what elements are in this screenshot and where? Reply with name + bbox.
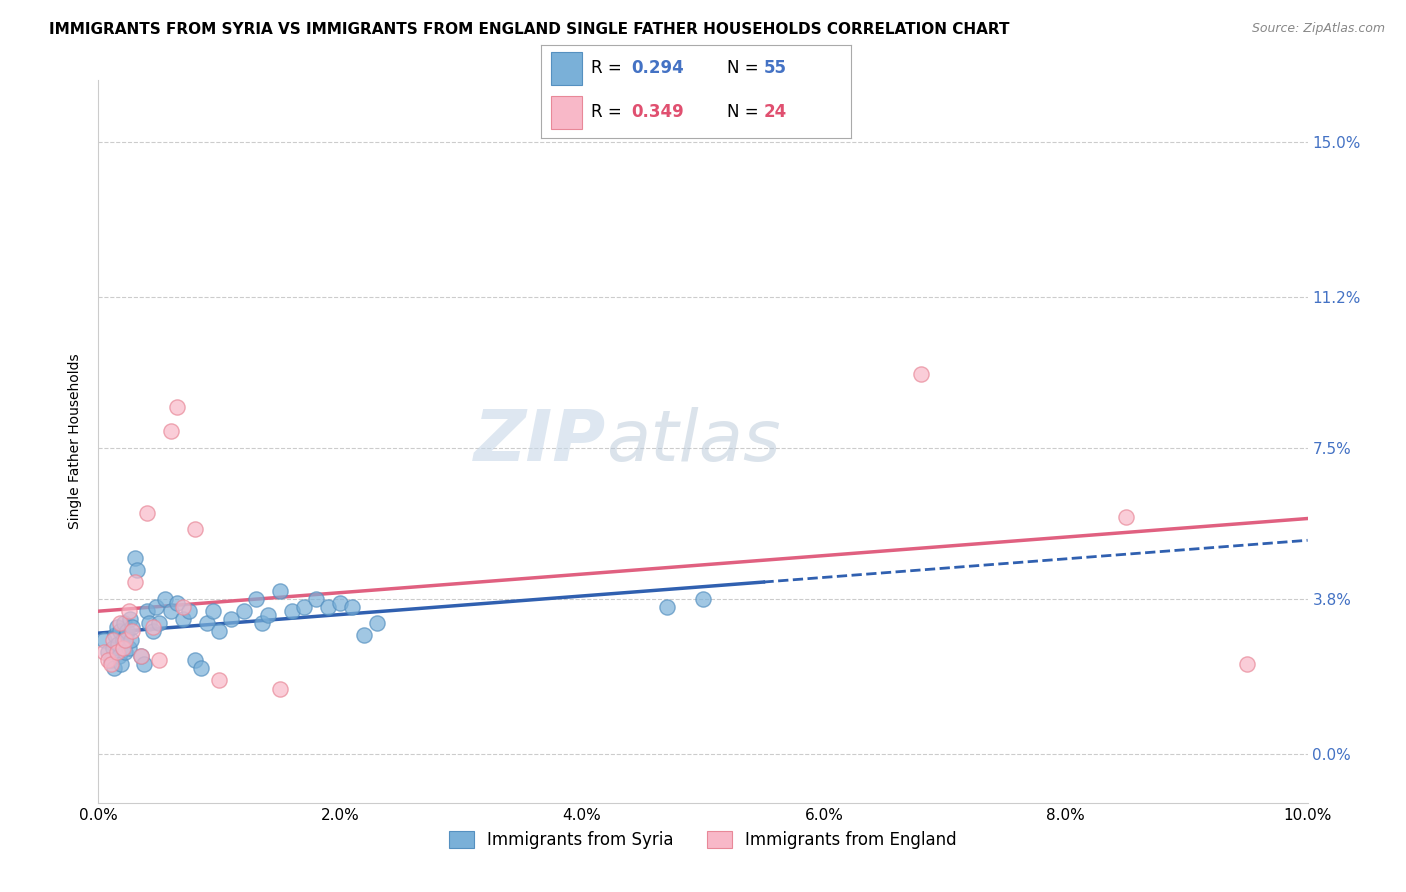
- Point: [353, 628, 375, 642]
- Point: [138, 616, 160, 631]
- Text: R =: R =: [591, 59, 627, 77]
- Point: [910, 367, 932, 381]
- Point: [129, 648, 152, 663]
- Point: [179, 604, 201, 618]
- Point: [221, 612, 243, 626]
- Point: [195, 616, 218, 631]
- Y-axis label: Single Father Households: Single Father Households: [69, 354, 83, 529]
- Point: [184, 653, 207, 667]
- Point: [134, 657, 156, 671]
- Point: [655, 599, 678, 614]
- Point: [269, 583, 291, 598]
- Point: [305, 591, 328, 606]
- Point: [145, 599, 167, 614]
- Point: [166, 596, 188, 610]
- Text: ZIP: ZIP: [474, 407, 606, 476]
- Point: [250, 616, 273, 631]
- Legend: Immigrants from Syria, Immigrants from England: Immigrants from Syria, Immigrants from E…: [443, 824, 963, 856]
- Point: [329, 596, 352, 610]
- Text: N =: N =: [727, 103, 763, 121]
- Point: [172, 599, 194, 614]
- Point: [97, 645, 120, 659]
- Text: 0.349: 0.349: [631, 103, 683, 121]
- Point: [316, 599, 339, 614]
- Point: [100, 657, 122, 671]
- Point: [208, 673, 231, 688]
- Point: [245, 591, 267, 606]
- Bar: [551, 96, 582, 129]
- Point: [118, 640, 141, 655]
- Point: [108, 624, 131, 639]
- Point: [117, 624, 139, 639]
- Point: [93, 645, 115, 659]
- Point: [142, 620, 165, 634]
- Point: [153, 591, 176, 606]
- Point: [100, 653, 122, 667]
- Bar: [551, 52, 582, 85]
- Point: [124, 550, 146, 565]
- Point: [111, 640, 134, 655]
- Point: [160, 604, 183, 618]
- Point: [342, 599, 364, 614]
- Point: [97, 653, 120, 667]
- Point: [148, 653, 170, 667]
- Point: [104, 628, 127, 642]
- Point: [135, 604, 157, 618]
- Point: [101, 640, 124, 655]
- Point: [129, 648, 152, 663]
- Point: [184, 522, 207, 536]
- Point: [115, 628, 138, 642]
- Point: [127, 563, 149, 577]
- Point: [101, 632, 124, 647]
- Point: [103, 661, 125, 675]
- Point: [120, 632, 142, 647]
- Point: [160, 425, 183, 439]
- Point: [692, 591, 714, 606]
- Point: [118, 612, 141, 626]
- Text: Source: ZipAtlas.com: Source: ZipAtlas.com: [1251, 22, 1385, 36]
- Point: [93, 632, 115, 647]
- Text: IMMIGRANTS FROM SYRIA VS IMMIGRANTS FROM ENGLAND SINGLE FATHER HOUSEHOLDS CORREL: IMMIGRANTS FROM SYRIA VS IMMIGRANTS FROM…: [49, 22, 1010, 37]
- Point: [112, 616, 135, 631]
- Point: [142, 624, 165, 639]
- Point: [232, 604, 254, 618]
- Point: [135, 506, 157, 520]
- Text: R =: R =: [591, 103, 627, 121]
- Point: [172, 612, 194, 626]
- Point: [118, 604, 141, 618]
- Point: [124, 575, 146, 590]
- Point: [148, 616, 170, 631]
- Text: 55: 55: [763, 59, 787, 77]
- Point: [110, 657, 132, 671]
- Point: [121, 620, 143, 634]
- Point: [256, 607, 278, 622]
- Point: [1115, 510, 1137, 524]
- Point: [366, 616, 388, 631]
- Point: [208, 624, 231, 639]
- Point: [108, 648, 131, 663]
- Text: atlas: atlas: [606, 407, 780, 476]
- Point: [166, 400, 188, 414]
- Point: [105, 645, 128, 659]
- Point: [190, 661, 212, 675]
- Point: [269, 681, 291, 696]
- Point: [121, 624, 143, 639]
- Text: N =: N =: [727, 59, 763, 77]
- Text: 0.294: 0.294: [631, 59, 683, 77]
- Point: [281, 604, 304, 618]
- Point: [114, 632, 136, 647]
- Point: [292, 599, 315, 614]
- Point: [108, 616, 131, 631]
- Point: [202, 604, 225, 618]
- Point: [105, 620, 128, 634]
- Point: [1236, 657, 1258, 671]
- Point: [107, 637, 129, 651]
- Point: [114, 645, 136, 659]
- Point: [111, 632, 134, 647]
- Text: 24: 24: [763, 103, 787, 121]
